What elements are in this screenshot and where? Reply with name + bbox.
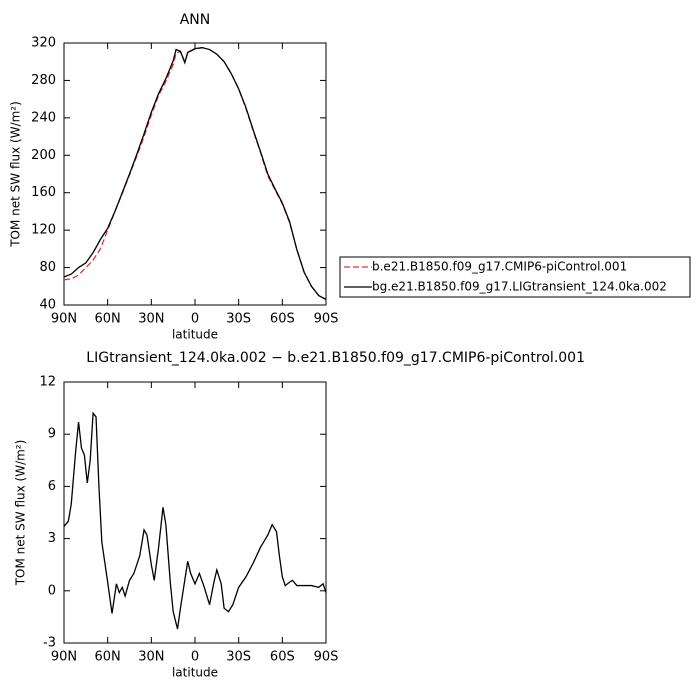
x-tick-label: 90S bbox=[314, 312, 339, 327]
x-tick-label: 60S bbox=[270, 312, 295, 327]
y-axis-label: TOM net SW flux (W/m²) bbox=[9, 101, 23, 248]
y-tick-label: 160 bbox=[31, 185, 56, 200]
x-tick-label: 60S bbox=[270, 650, 295, 665]
x-tick-label: 30N bbox=[138, 650, 164, 665]
x-axis-label: latitude bbox=[172, 666, 218, 680]
data-line bbox=[63, 47, 327, 300]
y-tick-label: 0 bbox=[48, 583, 56, 598]
legend-frame bbox=[339, 256, 691, 298]
y-tick-label: 12 bbox=[39, 375, 56, 390]
plot-frame bbox=[63, 381, 327, 644]
legend-label: bg.e21.B1850.f09_g17.LIGtransient_124.0k… bbox=[372, 280, 667, 294]
x-tick-label: 60N bbox=[95, 650, 121, 665]
y-tick-label: 40 bbox=[39, 298, 56, 313]
legend-label: b.e21.B1850.f09_g17.CMIP6-piControl.001 bbox=[372, 260, 627, 274]
y-tick-label: -3 bbox=[43, 636, 56, 651]
x-tick-label: 90N bbox=[51, 650, 77, 665]
x-tick-label: 30S bbox=[226, 650, 251, 665]
x-tick-label: 90N bbox=[51, 312, 77, 327]
y-tick-label: 3 bbox=[48, 531, 56, 546]
x-tick-label: 0 bbox=[191, 312, 199, 327]
y-axis-label: TOM net SW flux (W/m²) bbox=[14, 440, 28, 587]
y-tick-label: 280 bbox=[31, 73, 56, 88]
y-tick-label: 120 bbox=[31, 223, 56, 238]
x-axis-label: latitude bbox=[172, 328, 218, 342]
data-line bbox=[63, 47, 327, 300]
plot-frame bbox=[63, 42, 327, 306]
y-tick-label: 200 bbox=[31, 148, 56, 163]
data-line bbox=[63, 411, 327, 630]
y-tick-label: 80 bbox=[39, 260, 56, 275]
chart-title: ANN bbox=[180, 12, 211, 28]
x-tick-label: 30S bbox=[226, 312, 251, 327]
y-tick-label: 9 bbox=[48, 427, 56, 442]
y-tick-label: 6 bbox=[48, 479, 56, 494]
x-tick-label: 90S bbox=[314, 650, 339, 665]
chart-title: LIGtransient_124.0ka.002 − b.e21.B1850.f… bbox=[86, 350, 585, 366]
x-tick-label: 0 bbox=[191, 650, 199, 665]
x-tick-label: 30N bbox=[138, 312, 164, 327]
x-tick-label: 60N bbox=[95, 312, 121, 327]
y-tick-label: 320 bbox=[31, 36, 56, 51]
y-tick-label: 240 bbox=[31, 110, 56, 125]
